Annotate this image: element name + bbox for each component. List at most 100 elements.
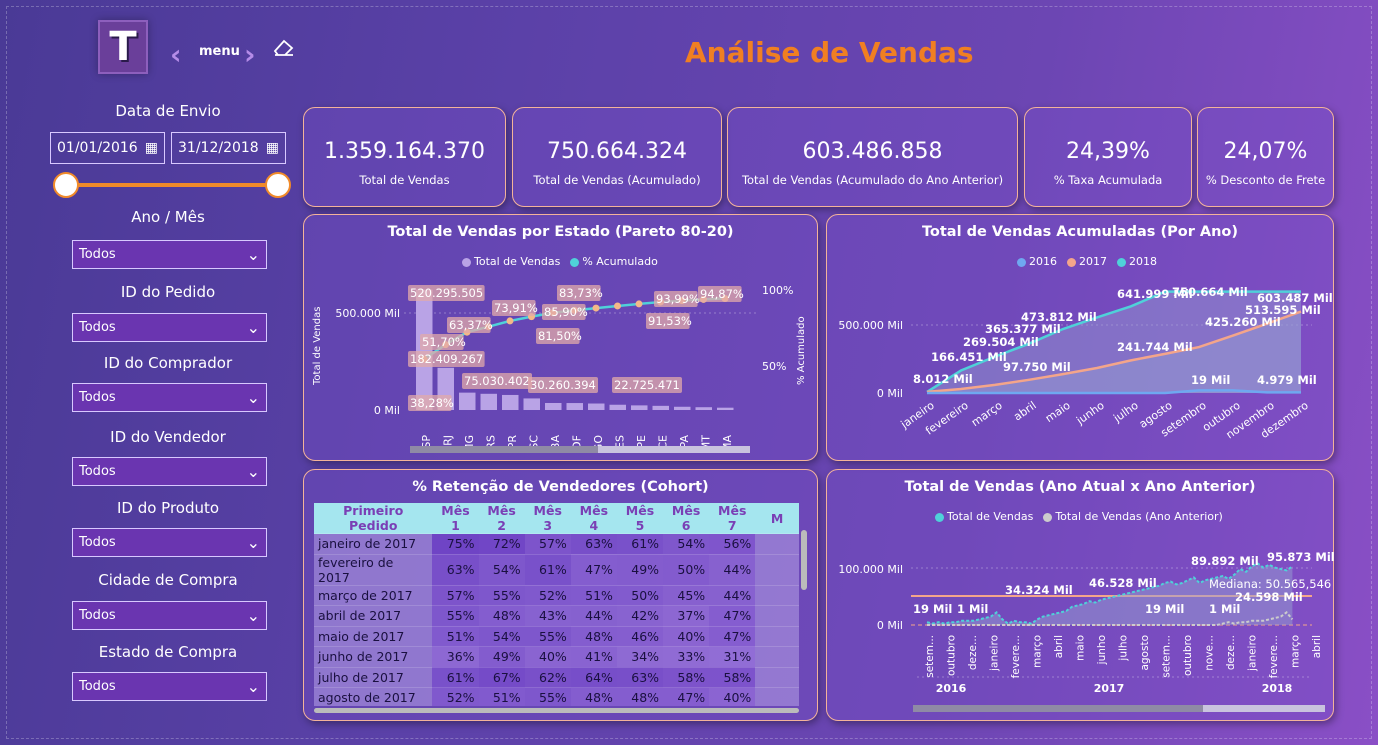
slider-start-handle[interactable]	[53, 172, 79, 198]
table-row[interactable]: abril de 2017 55% 48% 43% 44% 42% 37% 47%	[314, 605, 799, 627]
chevron-down-icon[interactable]: ⌄	[246, 677, 260, 696]
data-label: 95.873 Mil	[1267, 550, 1335, 564]
filter-dropdown[interactable]: Todos ⌄	[72, 528, 267, 557]
data-label: 38,28%	[410, 396, 454, 410]
table-row[interactable]: janeiro de 2017 75% 72% 57% 63% 61% 54% 56%	[314, 533, 799, 555]
data-label: 513.595 Mil	[1245, 303, 1321, 317]
line-point	[592, 304, 600, 312]
filter-value: Todos	[79, 679, 116, 694]
table-cell: 40%	[524, 646, 571, 668]
bar	[695, 407, 712, 410]
column-header[interactable]: Mês 7	[709, 503, 756, 534]
table-row[interactable]: fevereiro de 2017 63% 54% 61% 47% 49% 50% 44%	[314, 554, 799, 586]
kpi-value: 603.486.858	[802, 139, 943, 164]
data-label: 85,90%	[544, 305, 588, 319]
x-tick: abril	[1011, 399, 1038, 424]
bar	[545, 402, 562, 410]
table-cell: 36%	[432, 646, 479, 668]
bar	[502, 394, 519, 410]
column-header[interactable]: Mês 5	[616, 503, 664, 534]
x-tick: setem...	[1161, 635, 1173, 678]
calendar-icon[interactable]: ▦	[265, 140, 279, 156]
table-cell: 64%	[570, 667, 617, 688]
slider-end-handle[interactable]	[265, 172, 291, 198]
y-tick: 500.000 Mil	[335, 307, 400, 320]
column-header[interactable]: Primeiro Pedido	[314, 503, 433, 534]
logo[interactable]: T	[98, 20, 148, 74]
table-cell	[755, 554, 799, 586]
y-tick: 0 Mil	[877, 387, 903, 400]
date-end-field[interactable]: 31/12/2018 ▦	[171, 132, 286, 164]
column-header[interactable]: Mês 2	[478, 503, 525, 534]
data-label: 473.812 Mil	[1021, 310, 1097, 324]
table-cell: 37%	[663, 605, 710, 627]
year-label: 2016	[936, 682, 967, 695]
chevron-down-icon[interactable]: ⌄	[246, 245, 260, 264]
vertical-scrollbar[interactable]	[801, 530, 807, 590]
chart-title: % Retenção de Vendedores (Cohort)	[412, 479, 709, 495]
table-row[interactable]: agosto de 2017 52% 51% 55% 48% 48% 47% 40%	[314, 687, 799, 706]
filter-dropdown[interactable]: Todos ⌄	[72, 240, 267, 269]
chevron-down-icon[interactable]: ⌄	[246, 388, 260, 407]
x-tick: outubro	[1182, 635, 1194, 676]
table-row[interactable]: julho de 2017 61% 67% 62% 64% 63% 58% 58%	[314, 667, 799, 688]
filter-dropdown[interactable]: Todos ⌄	[72, 313, 267, 342]
cohort-table-wrap[interactable]: Primeiro Pedido Mês 1 Mês 2 Mês 3 Mês 4 Mês 5…	[314, 503, 799, 706]
kpi-card-total: 1.359.164.370 Total de Vendas	[303, 107, 506, 207]
table-cell: março de 2017	[314, 585, 433, 606]
table-cell: 40%	[709, 687, 756, 706]
filter-dropdown[interactable]: Todos ⌄	[72, 601, 267, 630]
chevron-left-icon[interactable]: ‹	[170, 38, 182, 71]
bar	[674, 406, 691, 410]
data-label-bg	[408, 351, 485, 367]
chevron-right-icon[interactable]: ›	[244, 38, 256, 71]
x-tick: nove...	[1204, 635, 1216, 671]
table-cell: 55%	[524, 626, 571, 647]
year-label: 2018	[1262, 682, 1293, 695]
year-label: 2017	[1094, 682, 1125, 695]
filter-label: Ano / Mês	[131, 208, 205, 226]
data-label-bg	[408, 285, 485, 301]
filter-dropdown[interactable]: Todos ⌄	[72, 672, 267, 701]
table-row[interactable]: maio de 2017 51% 54% 55% 48% 46% 40% 47%	[314, 626, 799, 647]
table-cell	[755, 605, 799, 627]
data-label: 75.030.402	[464, 374, 530, 388]
x-tick: PE	[635, 435, 648, 449]
pareto-chart[interactable]: Total de Vendas % Acumulado 500.000 Mil 0 M…	[304, 215, 819, 462]
filter-dropdown[interactable]: Todos ⌄	[72, 383, 267, 412]
date-start-field[interactable]: 01/01/2016 ▦	[50, 132, 165, 164]
table-cell: 67%	[478, 667, 525, 688]
bar	[609, 404, 626, 410]
column-header[interactable]: Mês 4	[570, 503, 617, 534]
eraser-icon[interactable]	[272, 37, 296, 61]
kpi-label: Total de Vendas (Acumulado do Ano Anteri…	[741, 173, 1004, 187]
filter-dropdown[interactable]: Todos ⌄	[72, 457, 267, 486]
column-header[interactable]: Mês 6	[663, 503, 710, 534]
yoy-chart[interactable]: 100.000 Mil 0 Mil 19 Mil 1 Mil 34.324 Mil 46.…	[827, 470, 1335, 722]
date-range-slider[interactable]	[66, 183, 278, 187]
data-label-bg	[528, 377, 598, 393]
chevron-down-icon[interactable]: ⌄	[246, 606, 260, 625]
column-header[interactable]: M	[755, 503, 799, 534]
x-tick: janeiro	[1247, 635, 1259, 672]
data-label: 93,99%	[656, 292, 700, 306]
filter-value: Todos	[79, 464, 116, 479]
menu-label[interactable]: menu	[199, 44, 240, 59]
column-header[interactable]: Mês 1	[432, 503, 479, 534]
table-row[interactable]: março de 2017 57% 55% 52% 51% 50% 45% 44%	[314, 585, 799, 606]
chevron-down-icon[interactable]: ⌄	[246, 462, 260, 481]
table-cell: 55%	[432, 605, 479, 627]
column-header[interactable]: Mês 3	[524, 503, 571, 534]
horizontal-scrollbar[interactable]	[314, 708, 799, 713]
series-line	[926, 562, 1293, 625]
chevron-down-icon[interactable]: ⌄	[246, 318, 260, 337]
chevron-down-icon[interactable]: ⌄	[246, 533, 260, 552]
yoy-chart-card: Total de Vendas (Ano Atual x Ano Anterio…	[826, 469, 1335, 722]
calendar-icon[interactable]: ▦	[144, 140, 158, 156]
table-row[interactable]: junho de 2017 36% 49% 40% 41% 34% 33% 31%	[314, 646, 799, 668]
table-cell: 34%	[616, 646, 664, 668]
table-cell: maio de 2017	[314, 626, 433, 647]
legend-item: 2016	[1029, 255, 1057, 268]
x-tick: fevere...	[1268, 635, 1280, 678]
